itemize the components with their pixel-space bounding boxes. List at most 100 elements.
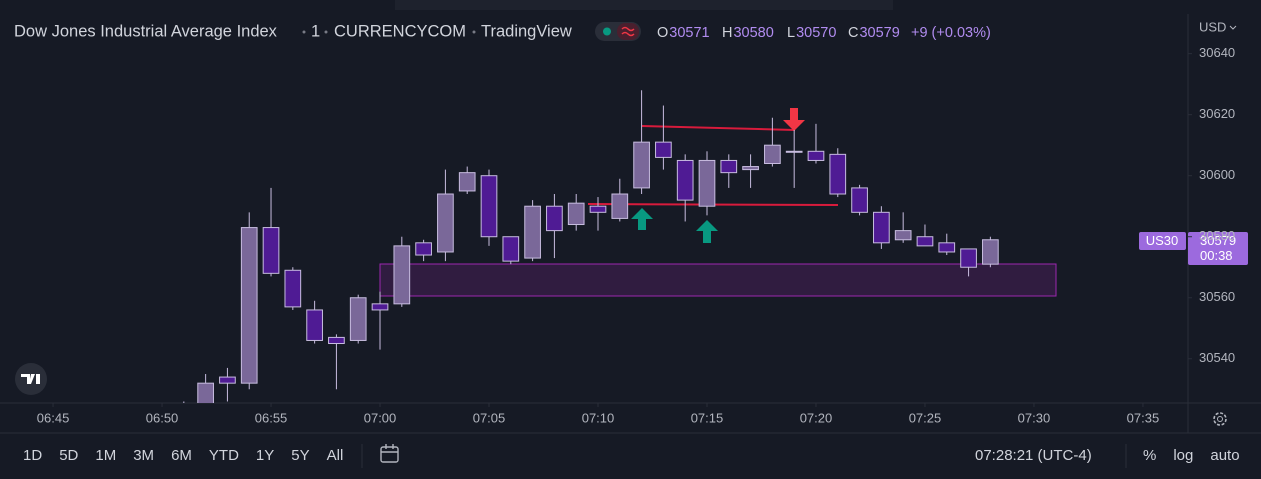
drawings [379, 108, 1057, 297]
candle-body[interactable] [284, 269, 302, 308]
chevron [1229, 25, 1237, 30]
trend-line[interactable] [641, 125, 796, 131]
x-tick-label: 07:30 [1018, 410, 1051, 425]
ohlc-label: H [722, 25, 732, 41]
candle-body[interactable] [480, 175, 498, 238]
candle-body[interactable] [851, 187, 868, 213]
price-tag [1188, 232, 1248, 265]
range-button[interactable]: All [327, 447, 344, 464]
candle-body[interactable] [676, 159, 694, 201]
candle-body[interactable] [546, 205, 563, 232]
candle-body[interactable] [982, 239, 999, 265]
candle-body[interactable] [262, 227, 280, 274]
zone-rectangle[interactable] [379, 263, 1057, 297]
candle-body[interactable] [567, 202, 585, 226]
candle-body[interactable] [960, 248, 977, 268]
x-tick-label: 07:00 [364, 410, 397, 425]
candle-body[interactable] [894, 230, 912, 241]
candle-body[interactable] [197, 382, 214, 407]
candle-body[interactable] [742, 166, 759, 171]
candle-body[interactable] [393, 245, 411, 305]
range-button[interactable]: 1Y [256, 447, 274, 464]
candle-body[interactable] [458, 172, 476, 192]
y-tick-label: 30600 [1199, 167, 1235, 182]
candle-body[interactable] [785, 150, 803, 153]
arrow-up[interactable] [696, 220, 718, 243]
range-button[interactable]: YTD [209, 447, 239, 464]
x-tick-label: 07:05 [473, 410, 506, 425]
candle-body[interactable] [807, 150, 825, 161]
range-button[interactable]: 6M [171, 447, 192, 464]
x-tick-label: 07:20 [800, 410, 833, 425]
y-tick-label: 30540 [1199, 350, 1235, 365]
candle-body[interactable] [328, 336, 345, 345]
candle-body[interactable] [306, 309, 323, 341]
candle-body[interactable] [720, 159, 738, 174]
range-button[interactable]: 3M [133, 447, 154, 464]
date-range-icon[interactable] [380, 446, 399, 463]
arrow-down[interactable] [783, 108, 805, 131]
candle-body[interactable] [655, 141, 672, 158]
candle-body[interactable] [698, 159, 716, 207]
range-button[interactable]: 5D [59, 447, 78, 464]
candles [183, 90, 999, 407]
candle-body[interactable] [371, 303, 389, 311]
y-tick-label: 30560 [1199, 289, 1235, 304]
candle-body[interactable] [611, 193, 629, 219]
scale-option[interactable]: auto [1210, 447, 1239, 464]
candle-body[interactable] [240, 227, 258, 384]
candle-body[interactable] [633, 141, 650, 189]
clock[interactable]: 07:28:21 (UTC-4) [975, 447, 1092, 464]
x-tick-label: 06:45 [37, 410, 70, 425]
candle-body[interactable] [349, 297, 367, 341]
candle-body[interactable] [916, 236, 934, 247]
ohlc-label: L [787, 25, 795, 41]
y-tick-label: 30640 [1199, 45, 1235, 60]
candle-body[interactable] [415, 242, 432, 256]
x-tick-label: 07:15 [691, 410, 724, 425]
candle-body[interactable] [938, 242, 956, 253]
countdown: 00:38 [1200, 248, 1233, 263]
candle-body[interactable] [524, 205, 541, 259]
scale-options: % log auto [1143, 447, 1240, 464]
range-button[interactable]: 1D [23, 447, 42, 464]
range-button[interactable]: 5Y [291, 447, 309, 464]
candle-body[interactable] [219, 376, 236, 384]
delay-badge [617, 23, 639, 40]
x-tick-label: 06:55 [255, 410, 288, 425]
candle-body[interactable] [829, 153, 847, 195]
scale-option[interactable]: log [1173, 447, 1193, 464]
change: +9 (+0.03%) [911, 25, 991, 41]
x-tick-label: 07:25 [909, 410, 942, 425]
ohlc-value: 30571 [669, 25, 709, 41]
candle-body[interactable] [589, 205, 607, 213]
settings-gear[interactable] [1213, 412, 1227, 426]
candle-body[interactable] [502, 236, 520, 262]
symbol-tag: US30 [1146, 233, 1179, 248]
ohlc-label: C [848, 25, 858, 41]
candle-body[interactable] [873, 211, 890, 244]
ohlc-value: 30580 [733, 25, 773, 41]
currency[interactable]: USD [1199, 19, 1226, 34]
logo-mark [21, 374, 40, 384]
top-strip [395, 0, 893, 10]
arrow-up[interactable] [631, 208, 653, 230]
symbol-badge [1139, 232, 1186, 250]
range-button[interactable]: 1M [95, 447, 116, 464]
ohlc-label: O [657, 25, 668, 41]
calendar-lines [381, 444, 398, 453]
scale-option[interactable]: % [1143, 447, 1156, 464]
x-tick-label: 06:50 [146, 410, 179, 425]
candle-body[interactable] [437, 193, 454, 253]
candle-body[interactable] [764, 144, 781, 164]
delay-icon [621, 26, 635, 37]
interval[interactable]: 1 [311, 22, 320, 40]
exchange: CURRENCYCOM [334, 22, 466, 40]
ohlc-value: 30579 [859, 25, 899, 41]
symbol-title[interactable]: Dow Jones Industrial Average Index [14, 22, 278, 40]
x-tick-label: 07:35 [1127, 410, 1160, 425]
y-tick-label: 30580 [1199, 228, 1235, 243]
range-buttons: 1D 5D 1M 3M 6M YTD 1Y 5Y All [23, 447, 343, 464]
